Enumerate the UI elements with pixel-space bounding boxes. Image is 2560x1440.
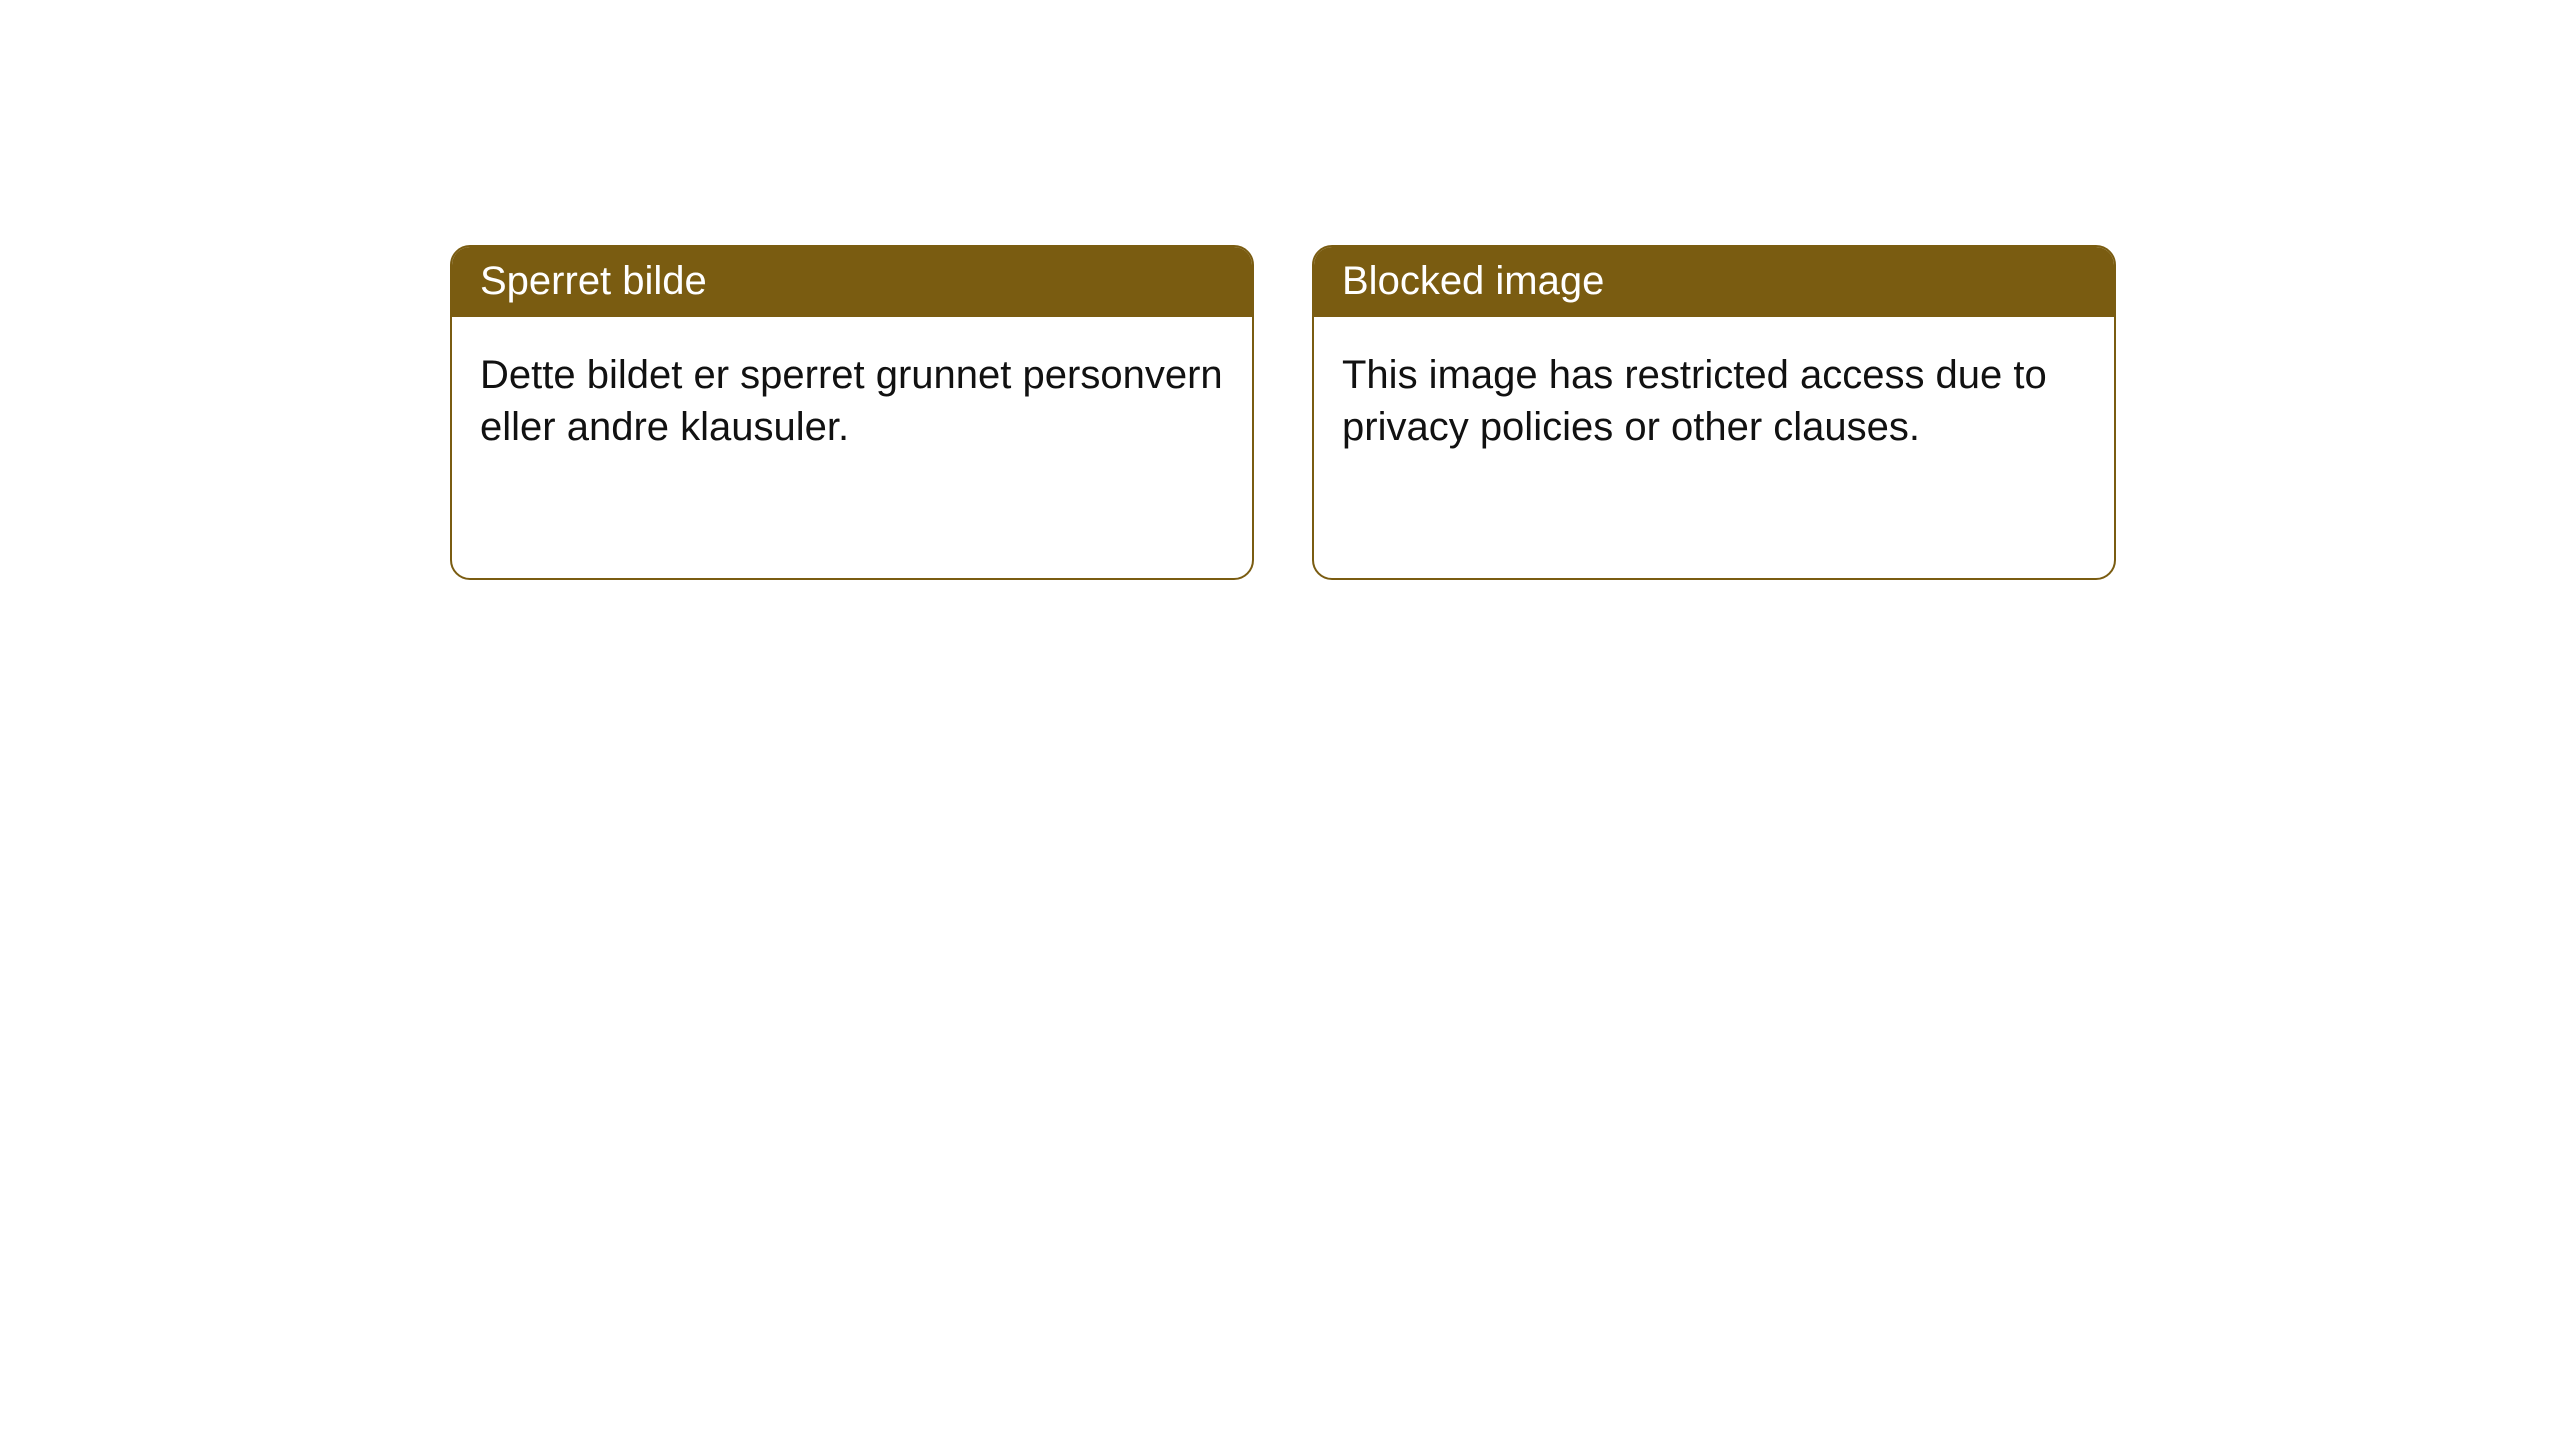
notice-card-en: Blocked image This image has restricted … [1312,245,2116,580]
notice-container: Sperret bilde Dette bildet er sperret gr… [0,0,2560,580]
notice-header-no: Sperret bilde [452,247,1252,317]
notice-body-no: Dette bildet er sperret grunnet personve… [452,317,1252,481]
notice-header-en: Blocked image [1314,247,2114,317]
notice-card-no: Sperret bilde Dette bildet er sperret gr… [450,245,1254,580]
notice-body-en: This image has restricted access due to … [1314,317,2114,481]
